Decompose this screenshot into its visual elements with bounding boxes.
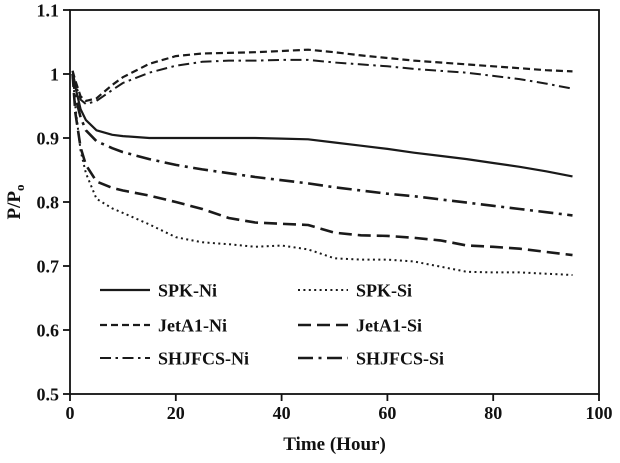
series-JetA1-Ni xyxy=(71,48,573,103)
y-tick-label: 1.1 xyxy=(37,0,60,20)
legend-label: SPK-Si xyxy=(356,280,412,300)
x-axis-title: Time (Hour) xyxy=(283,434,386,455)
y-tick-label: 0.9 xyxy=(37,128,60,148)
series-JetA1-Si xyxy=(71,73,573,257)
series-SHJFCS-Si xyxy=(71,73,573,217)
legend-label: SHJFCS-Ni xyxy=(158,348,249,368)
x-tick-label: 20 xyxy=(167,403,185,423)
legend-label: JetA1-Si xyxy=(356,315,422,335)
legend-item-JetA1-Ni: JetA1-Ni xyxy=(100,315,227,335)
y-axis-title: P/Po xyxy=(4,185,27,220)
x-tick-label: 100 xyxy=(586,403,613,423)
x-tick-label: 40 xyxy=(273,403,291,423)
y-tick-label: 0.8 xyxy=(37,192,60,212)
y-tick-label: 1 xyxy=(50,64,59,84)
legend-label: SHJFCS-Si xyxy=(356,348,444,368)
plot-border xyxy=(69,9,600,395)
legend-label: SPK-Ni xyxy=(158,280,217,300)
x-tick-label: 60 xyxy=(378,403,396,423)
y-tick-label: 0.7 xyxy=(37,256,60,276)
series-SHJFCS-Ni xyxy=(71,58,573,106)
x-tick-label: 80 xyxy=(484,403,502,423)
legend-item-SPK-Ni: SPK-Ni xyxy=(100,280,217,300)
legend-item-SPK-Si: SPK-Si xyxy=(298,280,412,300)
legend-item-SHJFCS-Ni: SHJFCS-Ni xyxy=(100,348,249,368)
legend-item-SHJFCS-Si: SHJFCS-Si xyxy=(298,348,444,368)
legend-label: JetA1-Ni xyxy=(158,315,227,335)
legend-item-JetA1-Si: JetA1-Si xyxy=(298,315,422,335)
series-SPK-Ni xyxy=(71,70,573,178)
series-SPK-Si xyxy=(71,73,573,276)
y-tick-label: 0.6 xyxy=(37,320,60,340)
y-tick-label: 0.5 xyxy=(37,384,60,404)
x-tick-label: 0 xyxy=(66,403,75,423)
